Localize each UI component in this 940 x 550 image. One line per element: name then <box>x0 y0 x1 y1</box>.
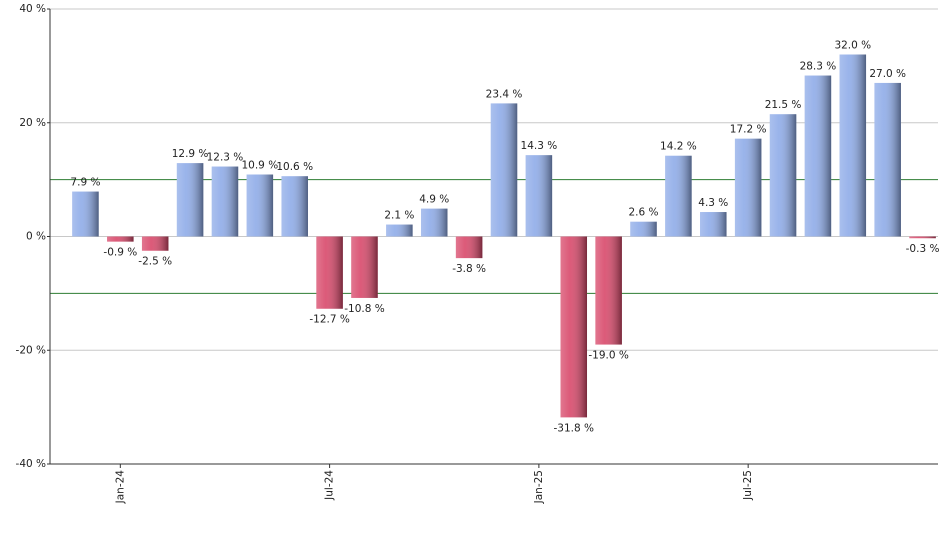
bar-shade <box>769 114 797 237</box>
value-label: 21.5 % <box>765 99 802 111</box>
bar-shade <box>386 224 413 237</box>
value-label: -19.0 % <box>588 350 629 362</box>
bar-shade <box>246 174 274 237</box>
bar-shade <box>176 163 204 237</box>
value-label: -2.5 % <box>138 256 172 268</box>
bar-shade <box>141 236 169 251</box>
y-tick-label: 20 % <box>19 117 46 129</box>
value-label: -0.9 % <box>103 247 137 259</box>
bar-shade <box>455 236 483 259</box>
value-label: 12.9 % <box>172 148 209 160</box>
value-label: -3.8 % <box>452 263 486 275</box>
x-tick-label: Jan-24 <box>114 470 126 505</box>
bar-shade <box>700 212 727 237</box>
bar-shade <box>630 221 657 237</box>
bar-shade <box>490 103 518 237</box>
value-label: 4.3 % <box>698 197 728 209</box>
bar-shade <box>351 236 378 298</box>
bar-shade <box>804 75 832 237</box>
value-label: 27.0 % <box>869 68 906 80</box>
value-label: 28.3 % <box>800 61 837 73</box>
value-label: 12.3 % <box>207 152 244 164</box>
y-tick-label: -40 % <box>16 458 46 470</box>
bar-shade <box>316 236 343 309</box>
bar-shade <box>665 155 692 237</box>
value-label: 14.2 % <box>660 141 697 153</box>
value-label: 23.4 % <box>486 88 523 100</box>
bar-shade <box>874 82 901 237</box>
value-label: -31.8 % <box>554 422 595 434</box>
bar-shade <box>595 236 622 345</box>
value-label: 4.9 % <box>419 194 449 206</box>
bar-shade <box>420 208 448 237</box>
bar-shade <box>560 236 588 418</box>
value-label: -0.3 % <box>906 243 940 255</box>
x-tick-label: Jan-25 <box>533 470 545 504</box>
bar-shade <box>281 176 308 237</box>
value-label: 7.9 % <box>70 177 100 189</box>
value-label: 14.3 % <box>521 140 558 152</box>
value-label: 10.6 % <box>276 161 313 173</box>
bar-shade <box>909 236 936 239</box>
x-tick-label: Jul-25 <box>742 470 754 501</box>
y-tick-label: 40 % <box>19 3 46 15</box>
value-label: 17.2 % <box>730 124 767 136</box>
value-label: 2.1 % <box>384 210 414 222</box>
y-tick-label: -20 % <box>16 344 46 356</box>
bar-shade <box>525 155 553 237</box>
value-label: 10.9 % <box>241 160 278 172</box>
value-label: -10.8 % <box>344 303 385 315</box>
bar-shade <box>72 191 99 237</box>
y-tick-label: 0 % <box>26 231 46 243</box>
bar-shade <box>211 166 239 237</box>
value-label: -12.7 % <box>309 314 350 326</box>
bar-shade <box>734 138 762 237</box>
bar-shade <box>839 54 867 237</box>
x-tick-label: Jul-24 <box>324 470 336 501</box>
value-label: 32.0 % <box>834 40 871 52</box>
value-label: 2.6 % <box>629 207 659 219</box>
bar-shade <box>107 236 134 242</box>
